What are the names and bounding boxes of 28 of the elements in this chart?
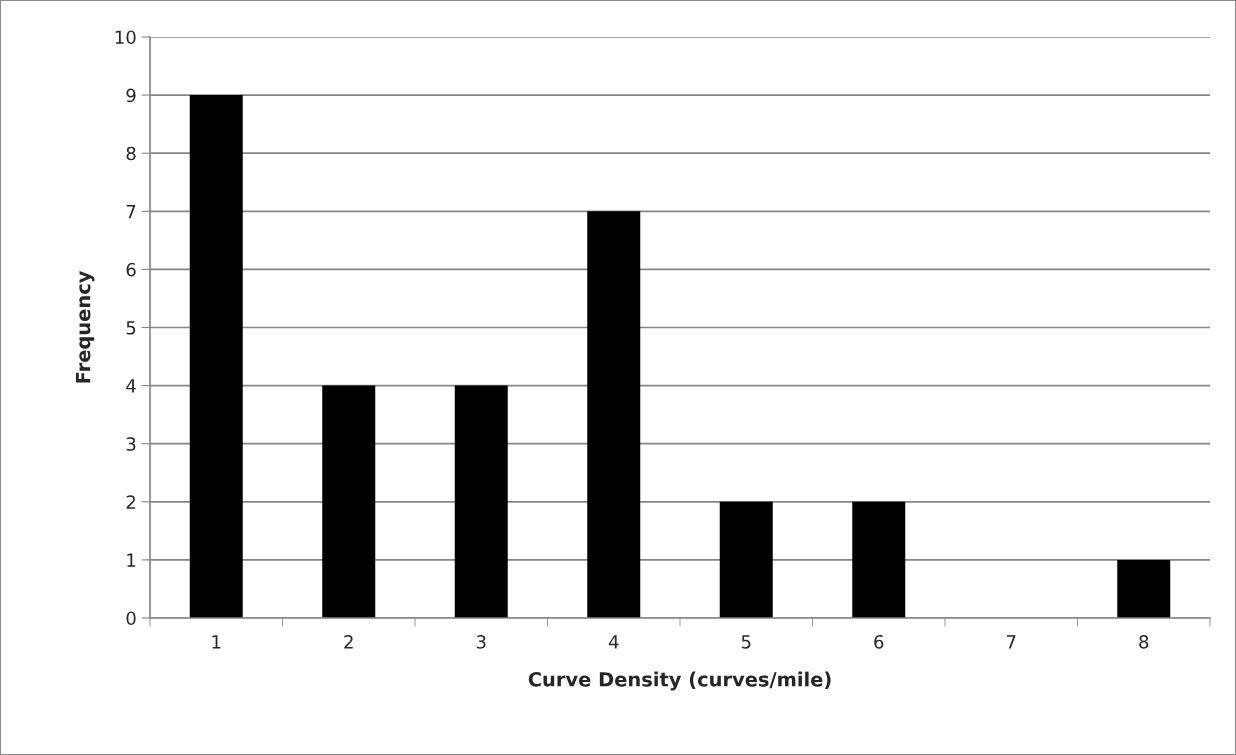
y-tick-label: 6 xyxy=(126,262,136,277)
y-axis-title: Frequency xyxy=(76,270,95,383)
y-tick-label: 5 xyxy=(126,321,136,335)
x-tick-label: 3 xyxy=(476,634,486,649)
y-tick-label: 0 xyxy=(126,611,136,626)
x-tick-label: 6 xyxy=(874,634,884,649)
x-tick-label: 8 xyxy=(1139,634,1149,649)
bar xyxy=(454,385,508,618)
x-tick-label: 7 xyxy=(1006,635,1016,649)
y-tick-label: 9 xyxy=(126,88,136,103)
bar xyxy=(322,385,376,618)
bar xyxy=(587,211,641,618)
x-tick-label: 4 xyxy=(608,635,619,649)
x-tick-label: 5 xyxy=(741,635,751,649)
bar xyxy=(189,95,243,618)
y-tick-label: 2 xyxy=(126,495,135,509)
x-tick-label: 2 xyxy=(344,634,353,649)
bar xyxy=(852,501,906,618)
bar xyxy=(719,501,773,618)
y-tick-label: 1 xyxy=(127,553,136,567)
y-tick-label: 4 xyxy=(126,379,136,393)
y-tick-label: 7 xyxy=(126,205,136,219)
y-tick-label: 10 xyxy=(115,30,136,45)
y-tick-label: 3 xyxy=(126,437,136,451)
x-tick-label: 1 xyxy=(212,635,221,649)
y-tick-label: 8 xyxy=(126,146,136,161)
x-axis-title: Curve Density (curves/mile) xyxy=(528,671,831,691)
bar xyxy=(1117,559,1171,618)
